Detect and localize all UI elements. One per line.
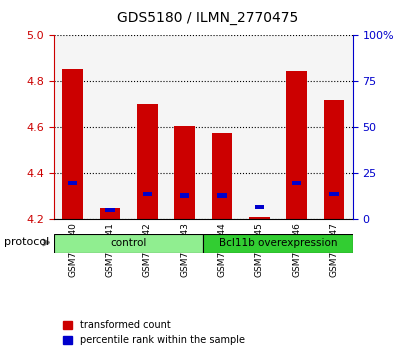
Text: GDS5180 / ILMN_2770475: GDS5180 / ILMN_2770475: [117, 11, 298, 25]
Bar: [174, 126, 195, 219]
Bar: [68, 181, 77, 185]
Bar: [100, 208, 120, 219]
Bar: [324, 100, 344, 219]
Bar: [217, 194, 227, 198]
Text: Bcl11b overexpression: Bcl11b overexpression: [219, 238, 337, 249]
Bar: [143, 192, 152, 196]
Bar: [137, 104, 158, 219]
Bar: [180, 194, 189, 198]
Bar: [249, 217, 270, 219]
Bar: [292, 181, 301, 185]
Bar: [286, 71, 307, 219]
Bar: [255, 205, 264, 209]
Legend: transformed count, percentile rank within the sample: transformed count, percentile rank withi…: [59, 316, 249, 349]
FancyBboxPatch shape: [54, 234, 203, 253]
Bar: [105, 208, 115, 212]
Bar: [330, 192, 339, 196]
Text: control: control: [110, 238, 147, 249]
FancyBboxPatch shape: [203, 234, 353, 253]
Text: protocol: protocol: [4, 238, 49, 247]
Bar: [62, 69, 83, 219]
Bar: [212, 133, 232, 219]
